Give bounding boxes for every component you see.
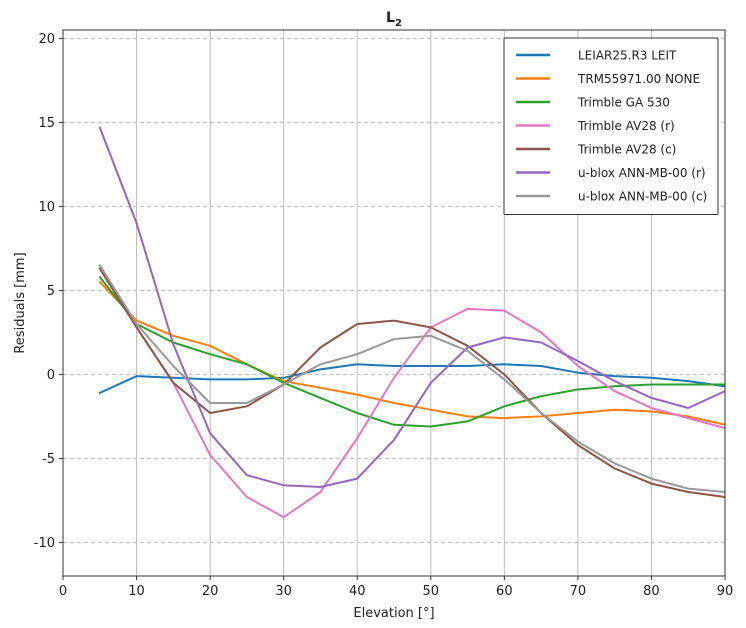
x-tick-label: 80 — [643, 584, 660, 599]
x-tick-label: 70 — [570, 584, 587, 599]
y-tick-label: 10 — [38, 200, 55, 215]
chart-title-subscript: 2 — [395, 18, 402, 29]
tick-labels: 0 10 20 30 40 50 60 70 80 90 -10 -5 0 5 10 15 20 — [34, 32, 734, 599]
y-tick-label: 15 — [38, 116, 55, 131]
legend-label: Trimble AV28 (r) — [577, 119, 675, 133]
x-tick-label: 20 — [202, 584, 219, 599]
x-tick-label: 10 — [128, 584, 145, 599]
legend-label: TRM55971.00 NONE — [577, 72, 700, 86]
series-line-trimble-av28-c — [98, 267, 725, 498]
series-lines — [98, 126, 725, 519]
legend: LEIAR25.R3 LEIT TRM55971.00 NONE Trimble G… — [503, 37, 719, 215]
x-tick-label: 60 — [496, 584, 513, 599]
y-tick-label: 5 — [47, 284, 55, 299]
x-tick-label: 90 — [717, 584, 734, 599]
series-line-u-blox-ann-mb-00-c — [98, 264, 725, 493]
series-line-u-blox-ann-mb-00-r — [98, 126, 725, 488]
series-line-trimble-ga-530 — [98, 276, 725, 428]
x-axis-label: Elevation [°] — [353, 606, 434, 621]
x-tick-label: 40 — [349, 584, 366, 599]
y-tick-label: 0 — [47, 368, 55, 383]
series-line-trimble-av28-r — [98, 267, 725, 519]
plot-frame — [62, 29, 726, 577]
series-line-leiar25-r3-leit — [98, 363, 725, 394]
series-line-trm55971-00-none — [98, 281, 725, 426]
legend-label: Trimble GA 530 — [577, 96, 670, 110]
legend-label: LEIAR25.R3 LEIT — [578, 49, 677, 63]
y-tick-label: -10 — [34, 536, 55, 551]
legend-label: u-blox ANN-MB-00 (c) — [578, 190, 707, 204]
y-tick-label: -5 — [42, 452, 55, 467]
x-tick-label: 0 — [59, 584, 67, 599]
legend-label: u-blox ANN-MB-00 (r) — [578, 166, 706, 180]
chart-title-main: L — [386, 10, 395, 26]
legend-label: Trimble AV28 (c) — [577, 143, 676, 157]
chart-title: L2 — [386, 10, 402, 29]
x-tick-label: 30 — [275, 584, 292, 599]
y-tick-label: 20 — [38, 32, 55, 47]
x-tick-label: 50 — [423, 584, 440, 599]
legend-box — [503, 37, 719, 215]
y-axis-label: Residuals [mm] — [13, 252, 28, 353]
